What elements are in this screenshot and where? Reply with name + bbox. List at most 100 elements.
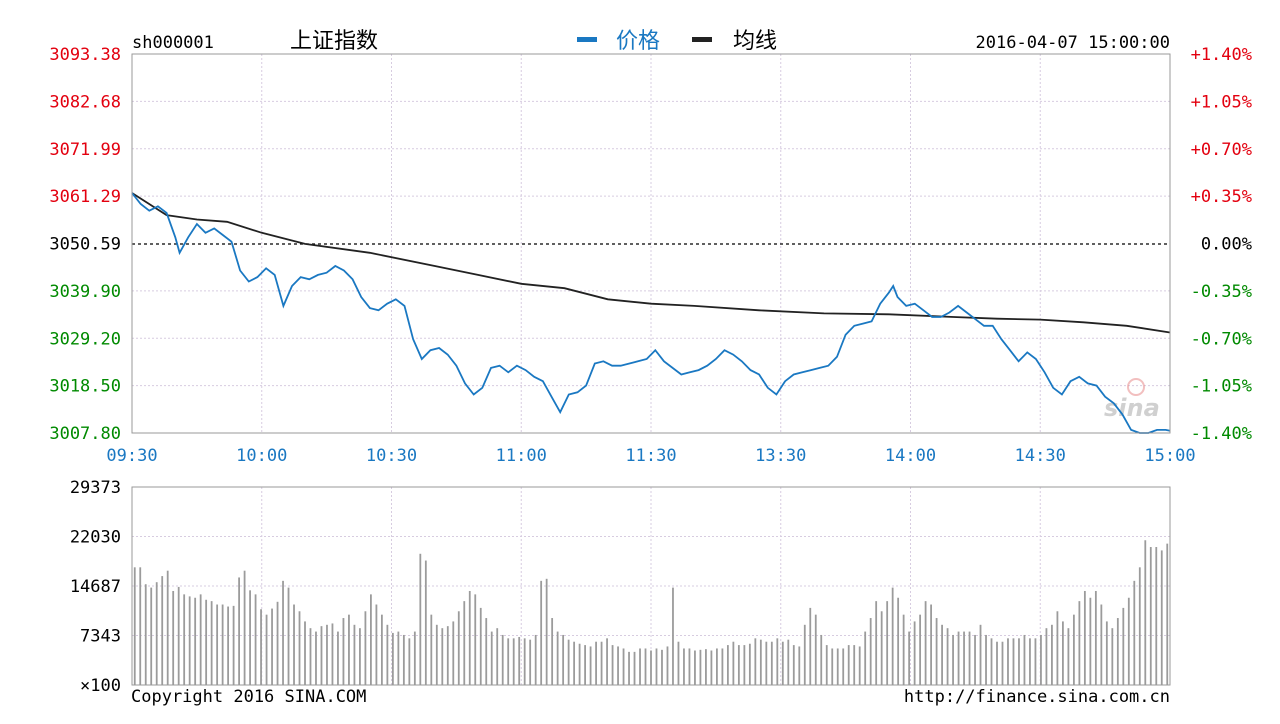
volume-bar	[655, 648, 658, 685]
time-tick-label: 15:00	[1144, 446, 1195, 466]
volume-bar	[370, 594, 372, 685]
time-tick-label: 09:30	[106, 446, 157, 466]
volume-bar	[1100, 604, 1103, 685]
time-tick-label: 13:30	[755, 446, 806, 466]
price-tick-label: 3061.29	[49, 187, 121, 207]
time-axis: 09:30 10:00 10:30 11:00 11:30 13:30 14:00 14:30…	[106, 446, 1195, 466]
percent-tick-label: 0.00%	[1201, 235, 1252, 255]
volume-bar	[161, 576, 164, 685]
volume-bar	[836, 648, 839, 685]
volume-bar	[716, 648, 718, 685]
volume-bar	[287, 587, 290, 685]
volume-bar	[1133, 580, 1136, 685]
volume-bar	[479, 607, 482, 685]
volume-bar	[501, 634, 504, 685]
volume-bar	[985, 634, 987, 685]
volume-bar	[337, 631, 339, 685]
volume-bar	[293, 604, 295, 685]
volume-bar	[1138, 567, 1141, 685]
volume-bar	[924, 601, 927, 685]
volume-bar	[457, 611, 460, 685]
volume-bar	[199, 594, 202, 685]
volume-bar	[166, 570, 169, 685]
volume-bar	[683, 648, 685, 685]
price-tick-label: 3050.59	[49, 235, 121, 255]
volume-bar	[1040, 634, 1042, 685]
volume-bar	[935, 618, 938, 685]
volume-bar	[419, 553, 422, 685]
volume-bar	[221, 604, 224, 685]
volume-bar	[726, 645, 729, 685]
volume-bar	[1023, 634, 1026, 685]
volume-bar	[897, 597, 900, 685]
volume-bar	[150, 587, 153, 685]
volume-bar	[1078, 601, 1081, 685]
volume-bar	[1089, 597, 1092, 685]
volume-bar	[666, 646, 669, 685]
price-tick-label: 3007.80	[49, 424, 121, 444]
price-axis-left: 3093.38 3082.68 3071.99 3061.29 3050.59 3039.…	[49, 45, 121, 444]
volume-bar	[908, 631, 911, 685]
volume-tick-label: 7343	[80, 627, 121, 647]
volume-bar	[606, 638, 608, 685]
volume-bar	[523, 638, 526, 685]
volume-axis: 29373 22030 14687 7343 ×100	[70, 478, 121, 696]
volume-bar	[1083, 590, 1086, 685]
stock-name: 上证指数	[290, 29, 378, 54]
volume-bar	[694, 650, 696, 685]
volume-bar	[677, 641, 680, 685]
volume-bar	[1144, 540, 1147, 685]
volume-bar	[348, 614, 350, 685]
volume-bar	[650, 650, 652, 685]
volume-bar	[589, 646, 592, 685]
volume-bar	[644, 648, 647, 685]
volume-bar	[869, 618, 872, 685]
volume-bar	[562, 634, 565, 685]
volume-tick-label: 22030	[70, 528, 121, 548]
percent-tick-label: +0.35%	[1191, 187, 1252, 207]
volume-bar	[595, 641, 597, 685]
volume-bar	[260, 609, 262, 685]
volume-bar	[990, 638, 993, 685]
volume-bar	[968, 631, 971, 685]
volume-bar	[1062, 621, 1064, 685]
volume-bar	[584, 645, 586, 685]
volume-bar	[529, 639, 532, 685]
volume-bar	[485, 618, 488, 685]
volume-bar	[265, 614, 268, 685]
volume-bar	[721, 648, 724, 685]
volume-bar	[364, 611, 367, 685]
volume-bar	[1018, 638, 1020, 685]
volume-bar	[545, 578, 548, 685]
volume-bar	[194, 597, 197, 685]
volume-bar	[155, 582, 158, 685]
volume-bar	[331, 623, 334, 685]
volume-bar	[413, 631, 416, 685]
volume-bar	[463, 601, 466, 685]
volume-bars	[133, 540, 1169, 685]
volume-bar	[853, 645, 856, 685]
sina-watermark: sina	[1104, 378, 1160, 422]
volume-bar	[1105, 621, 1108, 685]
volume-bar	[1155, 547, 1158, 685]
volume-bar	[391, 632, 394, 685]
average-line	[131, 192, 1171, 334]
legend: 价格 均线	[577, 29, 777, 54]
percent-axis-right: +1.40% +1.05% +0.70% +0.35% 0.00% -0.35% -0.70…	[1191, 45, 1252, 444]
volume-bar	[825, 645, 828, 685]
volume-bar	[1116, 618, 1119, 685]
time-tick-label: 11:30	[625, 446, 676, 466]
volume-bar	[792, 645, 795, 685]
volume-bar	[891, 587, 894, 685]
volume-bar	[705, 649, 707, 685]
volume-bar	[946, 628, 949, 685]
volume-bar	[787, 639, 790, 685]
volume-bar	[139, 567, 142, 685]
volume-bar	[496, 628, 499, 685]
volume-tick-label: ×100	[80, 676, 121, 696]
sina-eye-icon	[1127, 378, 1145, 396]
volume-bar	[216, 604, 219, 685]
volume-bar	[1149, 547, 1152, 685]
volume-bar	[1012, 638, 1015, 685]
volume-tick-label: 14687	[70, 577, 121, 597]
